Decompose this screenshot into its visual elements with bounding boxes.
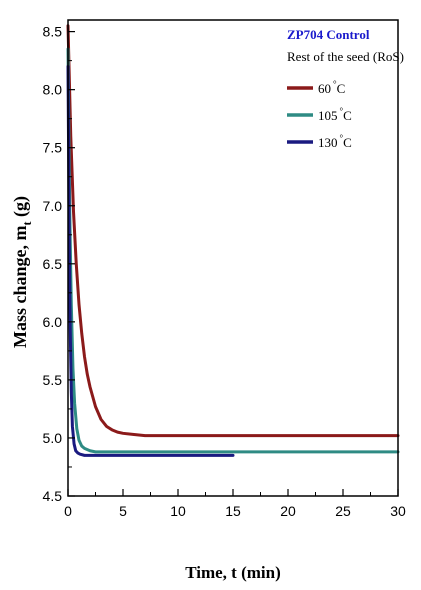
x-tick-label: 0 <box>64 503 72 519</box>
y-axis-title-subscript: t <box>20 222 34 226</box>
x-axis-title: Time, t (min) <box>185 563 281 582</box>
legend-label: 60 °C <box>318 79 345 96</box>
y-axis-title-main: Mass change, m <box>10 226 30 349</box>
y-axis-title: Mass change, mt (g) <box>10 196 34 348</box>
legend: ZP704 Control Rest of the seed (RoS) 60 °… <box>287 27 404 150</box>
series-line <box>66 64 235 457</box>
legend-title: ZP704 Control <box>287 27 370 42</box>
y-tick-label: 7.5 <box>43 140 63 156</box>
legend-items: 60 °C 105 °C 130 °C <box>287 79 352 150</box>
series-line <box>66 24 400 438</box>
plot-frame <box>67 19 399 497</box>
series-line <box>66 47 400 454</box>
y-tick-label: 6.0 <box>43 314 63 330</box>
legend-subtitle: Rest of the seed (RoS) <box>287 49 404 64</box>
x-tick-label: 5 <box>119 503 127 519</box>
x-tick-label: 20 <box>280 503 296 519</box>
x-tick-label: 25 <box>335 503 351 519</box>
y-tick-label: 8.0 <box>43 82 63 98</box>
y-tick-label: 5.5 <box>43 372 63 388</box>
x-tick-label: 15 <box>225 503 241 519</box>
x-tick-label: 10 <box>170 503 186 519</box>
y-axis-title-unit: (g) <box>10 196 31 222</box>
x-axis: 0 5 10 15 20 25 30 <box>64 489 406 519</box>
legend-label: 130 °C <box>318 133 352 150</box>
x-tick-label: 30 <box>390 503 406 519</box>
y-tick-label: 4.5 <box>43 488 63 504</box>
y-tick-label: 7.0 <box>43 198 63 214</box>
legend-label: 105 °C <box>318 106 352 123</box>
plot-series <box>66 24 400 457</box>
y-tick-label: 8.5 <box>43 24 63 40</box>
y-axis: 4.5 5.0 5.5 6.0 6.5 7.0 7.5 8.0 8.5 <box>43 24 75 504</box>
y-tick-label: 6.5 <box>43 256 63 272</box>
y-tick-label: 5.0 <box>43 430 63 446</box>
